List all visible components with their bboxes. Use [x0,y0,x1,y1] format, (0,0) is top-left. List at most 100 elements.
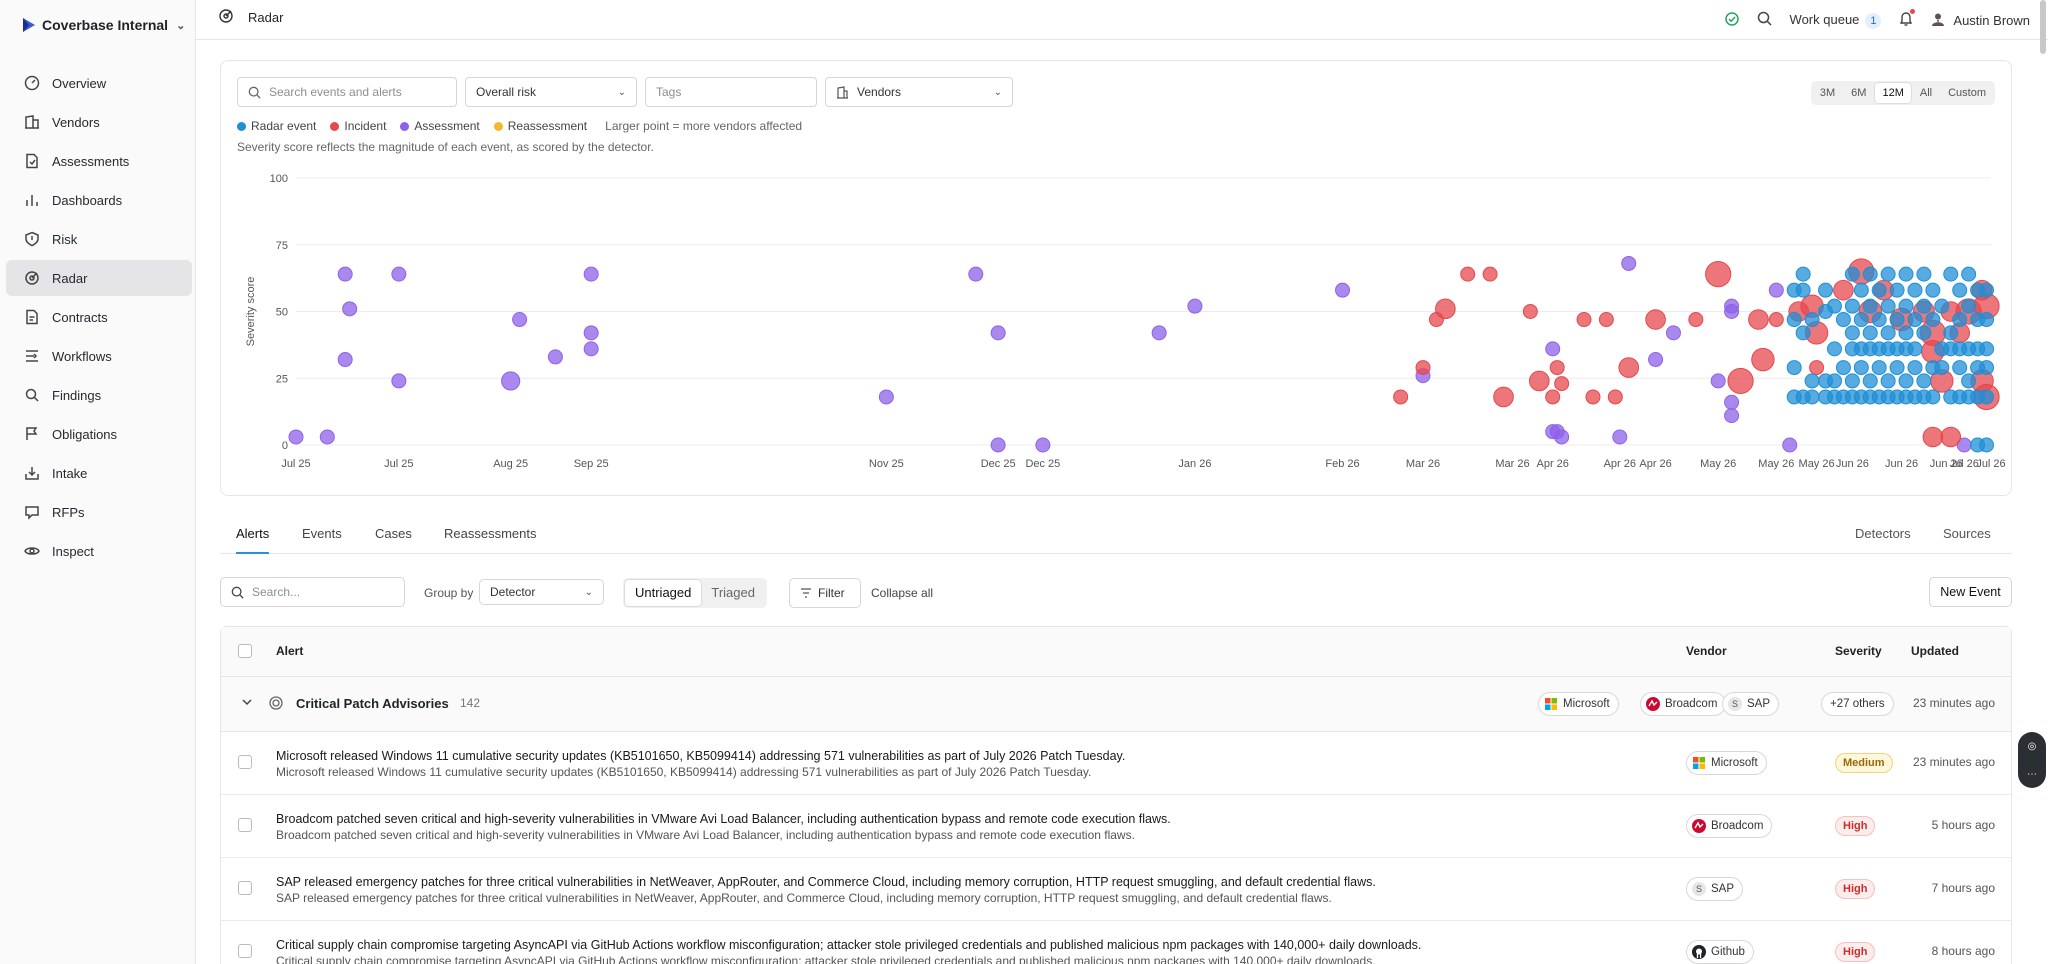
point-radar-event [1804,373,1820,389]
assistant-launcher[interactable]: ◎ ⋯ [2018,732,2046,788]
point-radar-event [1786,360,1802,376]
point-radar-event [1786,312,1802,328]
building-icon [836,85,849,99]
collapse-all-button[interactable]: Collapse all [871,586,934,600]
point-radar-event [1826,373,1842,389]
point-assessment [319,429,335,445]
point-incident [1748,309,1769,330]
sidebar-item-vendors[interactable]: Vendors [6,104,192,140]
assessments-icon [24,153,40,169]
chart-legend: Radar event Incident Assessment Reassessmen… [237,119,802,133]
point-assessment [990,325,1006,341]
page-scrollbar[interactable] [2040,0,2046,54]
filter-button[interactable]: Filter [789,578,861,608]
vendor-chip[interactable]: Broadcom [1686,814,1773,838]
sidebar-item-contracts[interactable]: Contracts [6,299,192,335]
tab-alerts[interactable]: Alerts [236,526,270,554]
vendor-chip[interactable]: S SAP [1686,877,1744,901]
work-queue-button[interactable]: Work queue 1 [1790,12,1882,29]
sidebar-item-findings[interactable]: Findings [6,377,192,413]
search-icon[interactable] [1757,11,1772,29]
sidebar-item-radar[interactable]: Radar [6,260,192,296]
tags-select[interactable]: Tags [645,77,817,107]
table-row[interactable]: Broadcom patched seven critical and high… [221,795,2011,858]
select-all-checkbox[interactable] [238,644,252,658]
chart-search-input[interactable]: Search events and alerts [237,77,457,107]
range-3m[interactable]: 3M [1819,87,1836,99]
sidebar-item-inspect[interactable]: Inspect [6,533,192,569]
y-tick-label: 25 [276,373,288,385]
sidebar-item-obligations[interactable]: Obligations [6,416,192,452]
intake-icon [24,465,40,481]
point-radar-event [1898,298,1914,314]
row-checkbox[interactable] [238,881,252,895]
legend-item-reassessment[interactable]: Reassessment [493,119,587,133]
tab-cases[interactable]: Cases [375,526,412,541]
triage-triaged[interactable]: Triaged [711,585,755,600]
vendors-select[interactable]: Vendors ⌄ [825,77,1013,107]
row-checkbox[interactable] [238,818,252,832]
legend-item-radar-event[interactable]: Radar event [237,119,316,133]
legend-label: Incident [344,119,387,133]
row-checkbox[interactable] [238,755,252,769]
range-12m[interactable]: 12M [1875,83,1911,103]
vendor-chip-label: Broadcom [1665,698,1718,710]
chevron-down-icon[interactable] [241,696,253,708]
point-assessment [1768,282,1784,298]
point-assessment [501,371,521,391]
sidebar-item-workflows[interactable]: Workflows [6,338,192,374]
point-radar-event [1907,341,1923,357]
table-row[interactable]: Critical supply chain compromise targeti… [221,921,2011,964]
point-assessment [337,266,353,282]
tab-events[interactable]: Events [302,526,342,541]
status-ok-icon[interactable] [1724,11,1739,29]
row-checkbox[interactable] [238,944,252,958]
alert-title: Critical supply chain compromise targeti… [276,938,1422,952]
point-assessment [583,341,599,357]
alerts-search-input[interactable]: Search... [220,577,405,607]
sidebar-item-intake[interactable]: Intake [6,455,192,491]
severity-badge: Medium [1835,753,1893,773]
overview-icon [24,75,40,91]
legend-item-incident[interactable]: Incident [330,119,386,133]
vendor-chip[interactable]: Microsoft [1686,751,1767,775]
contracts-icon [24,309,40,325]
range-custom[interactable]: Custom [1948,87,1986,99]
range-6m[interactable]: 6M [1851,87,1867,99]
risk-select[interactable]: Overall risk ⌄ [465,77,637,107]
table-row[interactable]: Microsoft released Windows 11 cumulative… [221,732,2011,795]
user-menu[interactable]: Austin Brown [1931,12,2030,29]
sidebar-item-dashboards[interactable]: Dashboards [6,182,192,218]
sap-icon: S [1692,882,1706,896]
table-row[interactable]: SAP released emergency patches for three… [221,858,2011,921]
point-incident [1607,389,1623,405]
org-switcher[interactable]: Coverbase Internal ⌄ [22,14,185,36]
group-by-select[interactable]: Detector ⌄ [479,579,604,605]
tab-sources[interactable]: Sources [1943,526,1991,541]
legend-item-assessment[interactable]: Assessment [400,119,480,133]
vendor-chip[interactable]: Github [1686,940,1754,964]
new-event-button[interactable]: New Event [1929,577,2012,607]
notifications-button[interactable] [1899,7,1917,30]
tab-reassessments[interactable]: Reassessments [444,526,537,541]
point-radar-event [1934,360,1950,376]
point-incident [1460,266,1476,282]
sidebar-item-rfps[interactable]: RFPs [6,494,192,530]
more-vendors-chip[interactable]: +27 others [1821,692,1894,716]
triage-untriaged[interactable]: Untriaged [625,580,702,606]
vendor-chip-label: SAP [1711,883,1735,895]
vendor-chip[interactable]: Broadcom [1640,692,1727,716]
vendor-chip[interactable]: S SAP [1722,692,1780,716]
vendors-placeholder: Vendors [857,85,902,99]
sidebar-item-risk[interactable]: Risk [6,221,192,257]
point-radar-event [1916,266,1932,282]
range-all[interactable]: All [1919,87,1933,99]
sidebar-item-assessments[interactable]: Assessments [6,143,192,179]
sidebar-item-overview[interactable]: Overview [6,65,192,101]
point-radar-event [1844,325,1860,341]
point-radar-event [1844,373,1860,389]
tab-detectors[interactable]: Detectors [1855,526,1911,541]
detector-icon [269,696,283,710]
vendor-chip[interactable]: Microsoft [1538,692,1619,716]
alert-group[interactable]: Critical Patch Advisories 142 Microsoft B… [221,677,2011,732]
